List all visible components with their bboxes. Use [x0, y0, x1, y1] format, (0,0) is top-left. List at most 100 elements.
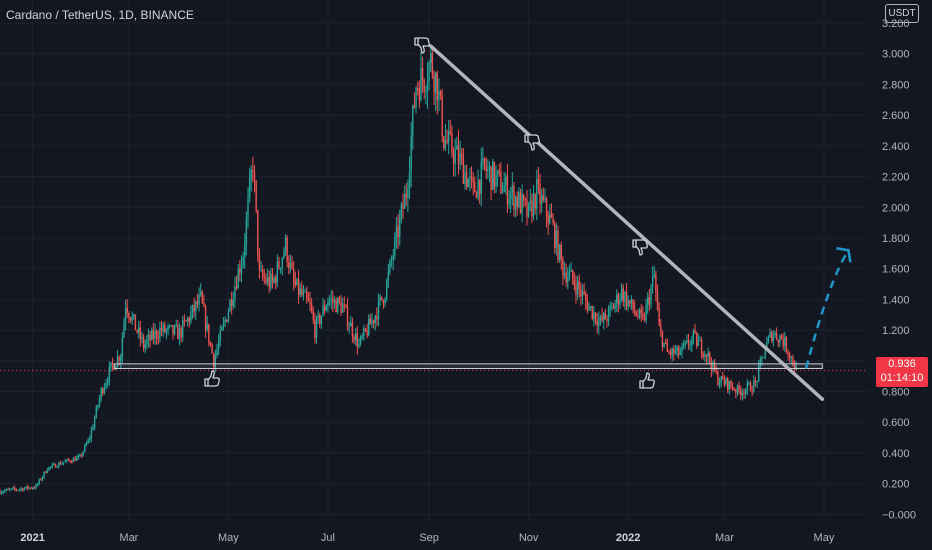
candle-body: [278, 261, 280, 269]
candle-body: [66, 459, 68, 462]
candle-body: [302, 291, 305, 295]
candle-body: [257, 210, 259, 255]
candle-body: [456, 145, 458, 150]
candle-body: [0, 492, 3, 494]
candle-body: [563, 272, 566, 277]
candle-body: [712, 361, 714, 371]
candle-body: [28, 487, 31, 489]
candle-body: [226, 319, 228, 322]
candle-body: [343, 304, 345, 306]
candle-body: [291, 263, 293, 269]
candle-body: [195, 301, 197, 312]
candle-body: [532, 194, 535, 217]
candle-body: [394, 237, 396, 256]
candle-body: [552, 218, 554, 224]
time-axis[interactable]: 2021 Mar May Jul Sep Nov 2022 Mar May: [20, 532, 834, 544]
candle-body: [733, 389, 735, 391]
candle-body: [239, 268, 241, 273]
candle-body: [279, 267, 282, 269]
currency-button[interactable]: USDT: [885, 4, 919, 23]
candle-body: [669, 352, 672, 356]
candle-body: [250, 170, 252, 179]
candle-body: [694, 330, 696, 333]
candle-body: [235, 286, 238, 289]
candle-body: [121, 337, 124, 357]
candle-body: [666, 343, 669, 352]
price-tick-label: 1.200: [882, 325, 910, 337]
candle-body: [172, 324, 174, 334]
candle-body: [35, 485, 37, 489]
candle-body: [741, 392, 744, 396]
candle-body: [402, 204, 404, 209]
candle-body: [420, 68, 422, 101]
candle-body: [570, 269, 572, 272]
candle-body: [390, 259, 393, 261]
candle-body: [137, 327, 140, 333]
candle-body: [443, 136, 445, 149]
candle-body: [309, 301, 311, 304]
candle-body: [505, 176, 507, 186]
candle-body: [17, 489, 19, 491]
candle-body: [408, 171, 411, 189]
candle-body: [247, 198, 249, 218]
candle-body: [155, 330, 158, 338]
candle-body: [547, 215, 549, 224]
candle-body: [323, 305, 326, 311]
candle-body: [177, 325, 179, 340]
candle-body: [335, 299, 337, 313]
price-tick-label: 0.200: [882, 479, 910, 491]
candle-body: [185, 320, 187, 322]
candle-body: [258, 254, 261, 270]
candle-body: [632, 299, 634, 310]
time-tick-label: 2022: [616, 532, 640, 544]
projection-arrowhead: [836, 247, 852, 263]
candle-body: [749, 383, 752, 392]
candle-body: [292, 268, 295, 282]
candle-body: [379, 296, 381, 300]
candle-body: [531, 200, 533, 217]
candle-body: [359, 336, 362, 344]
candle-body: [766, 342, 768, 351]
candle-body: [519, 192, 522, 214]
candle-body: [602, 313, 605, 321]
candle-body: [198, 294, 200, 305]
candle-body: [87, 439, 89, 444]
candle-body: [353, 336, 355, 341]
candle-body: [159, 327, 161, 339]
candle-body: [95, 407, 97, 418]
candle-body: [444, 140, 447, 149]
candle-body: [190, 312, 192, 322]
candle-body: [472, 177, 474, 183]
candle-body: [15, 489, 18, 491]
candle-body: [214, 355, 217, 368]
candle-body: [457, 145, 460, 164]
thumbs-down-icon-shape: [524, 134, 540, 151]
candle-body: [722, 376, 724, 380]
candle-body: [452, 153, 455, 164]
candle-body: [348, 326, 350, 328]
candle-body: [18, 489, 21, 491]
candle-body: [738, 385, 740, 391]
candle-body: [609, 306, 611, 309]
time-tick-label: Jul: [321, 532, 335, 544]
candle-body: [762, 357, 765, 359]
candle-body: [72, 458, 75, 463]
candle-body: [430, 53, 432, 63]
candle-body: [147, 334, 150, 340]
candle-body: [576, 281, 579, 295]
candle-body: [640, 309, 642, 314]
candle-body: [431, 53, 434, 75]
candle-body: [123, 321, 125, 338]
candle-body: [97, 405, 99, 408]
candle-body: [784, 337, 786, 347]
price-axis[interactable]: 3.200 3.000 2.800 2.600 2.400 2.200 2.000 1.800…: [882, 18, 916, 521]
candle-body: [319, 314, 321, 324]
candle-body: [428, 62, 430, 82]
candle-body: [234, 286, 236, 300]
candle-body: [775, 332, 778, 340]
candle-body: [273, 277, 275, 282]
candle-body: [459, 153, 461, 164]
candle-body: [36, 483, 39, 486]
candle-body: [270, 273, 272, 288]
